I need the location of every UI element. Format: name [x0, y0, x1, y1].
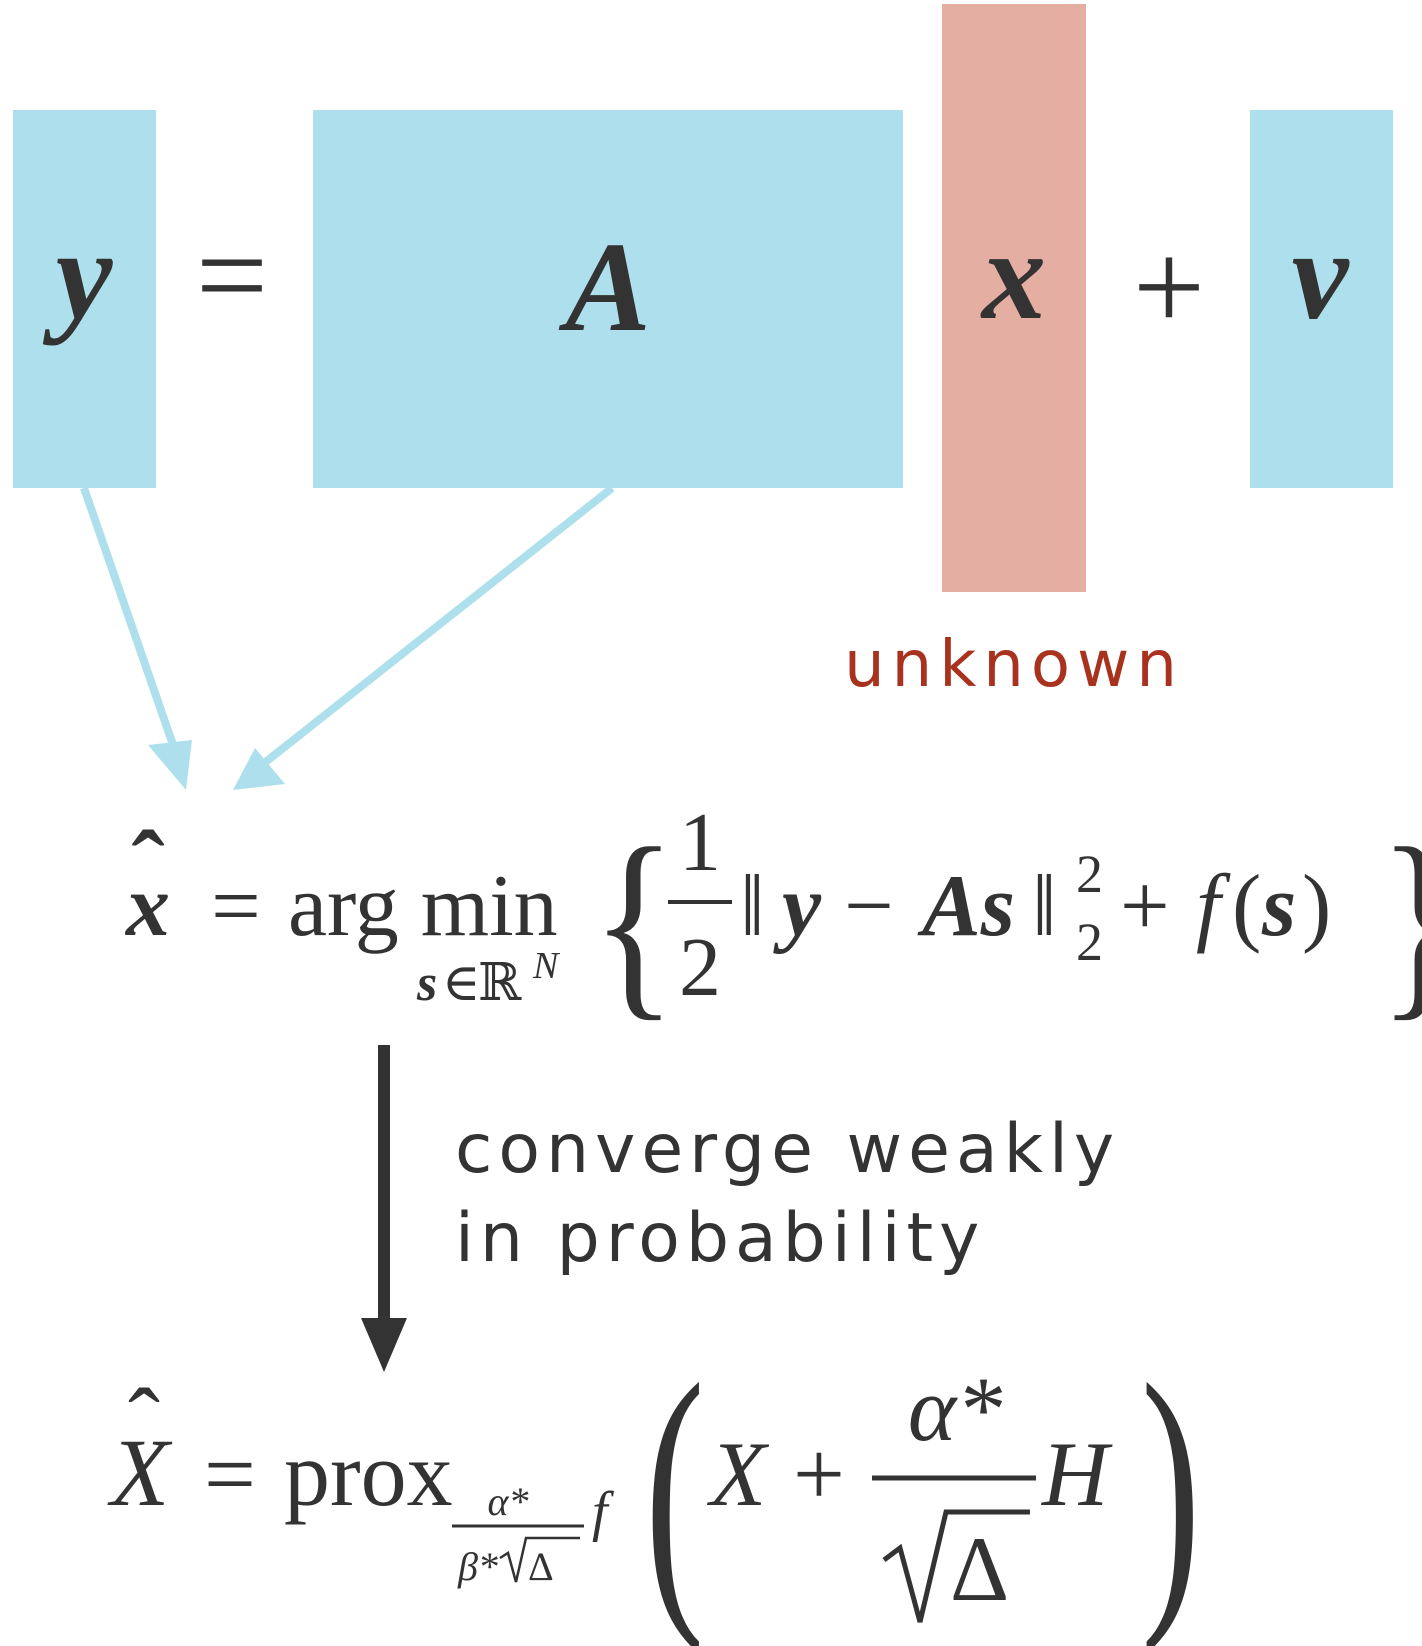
estimator-equals: = — [211, 858, 261, 955]
convergence-arrowhead — [361, 1318, 407, 1372]
limit-frac-delta: Δ — [950, 1518, 1009, 1620]
unknown-label: unknown — [844, 628, 1184, 702]
arrowhead-y — [148, 740, 192, 790]
frac-den: 2 — [679, 921, 721, 1014]
limit-Xhat: X — [107, 1419, 173, 1526]
limit-X: X — [706, 1423, 770, 1525]
convergence-label-line2: in probability — [455, 1199, 985, 1278]
A-block — [313, 110, 903, 488]
arrowhead-A — [233, 748, 285, 790]
limit-equation: ˆ X = prox α* β* Δ f ( X + α* Δ H ) — [107, 1323, 1201, 1646]
prox-f: f — [592, 1481, 615, 1543]
prox-sub-num: α* — [488, 1479, 529, 1524]
norm-y: y — [773, 858, 822, 955]
x-symbol: x — [980, 204, 1046, 346]
y-block — [13, 110, 156, 488]
f-arg-s: s — [1261, 858, 1296, 955]
norm-sup: 2 — [1076, 844, 1103, 904]
subscript-N: N — [532, 945, 561, 987]
prox-sub-sqrt — [499, 1536, 580, 1583]
big-paren-open: ( — [645, 1323, 705, 1646]
x-block — [942, 4, 1086, 592]
brace-open: { — [591, 806, 677, 1039]
v-symbol: v — [1292, 204, 1350, 346]
big-paren-close: ) — [1141, 1323, 1201, 1646]
subscript-R: ℝ — [478, 955, 522, 1012]
prox-sub-delta: Δ — [528, 1544, 554, 1589]
subscript-s: s — [416, 955, 437, 1012]
subscript-in: ∈ — [442, 955, 481, 1012]
plus-f: + — [1120, 858, 1170, 955]
limit-H: H — [1041, 1423, 1113, 1525]
limit-Xhat-hat: ˆ — [128, 1369, 160, 1476]
convergence-label-line1: converge weakly — [455, 1110, 1120, 1189]
norm-open: ‖ — [740, 858, 765, 955]
paren-open: ( — [1232, 858, 1261, 955]
argmin-subscript: s ∈ ℝ N — [416, 945, 561, 1012]
limit-frac-num: α* — [908, 1358, 1002, 1460]
estimator-xhat-hat: ˆ — [131, 811, 164, 922]
A-symbol: A — [558, 216, 650, 358]
equals-sign: = — [196, 204, 268, 346]
limit-equals: = — [204, 1423, 256, 1525]
limit-prox: prox — [284, 1423, 453, 1525]
norm-minus: − — [844, 858, 894, 955]
arrow-y-to-estimator — [80, 486, 185, 773]
estimator-xhat: x — [124, 858, 170, 955]
paren-close: ) — [1302, 858, 1331, 955]
norm-sub: 2 — [1076, 912, 1103, 972]
norm-close: ‖ — [1032, 858, 1057, 955]
frac-num: 1 — [679, 796, 721, 889]
f-symbol: f — [1196, 858, 1231, 955]
estimator-argmin: arg min — [288, 858, 558, 955]
limit-plus: + — [793, 1423, 845, 1525]
v-block — [1250, 110, 1393, 488]
prox-sub-beta: β* — [457, 1544, 498, 1589]
estimator-equation: ˆ x = arg min s ∈ ℝ N { 1 2 ‖ y − As ‖ 2… — [124, 796, 1422, 1038]
brace-close: } — [1378, 806, 1422, 1039]
arrow-A-to-estimator — [255, 484, 615, 772]
plus-sign: + — [1133, 216, 1205, 358]
limit-sqrt — [882, 1509, 1030, 1623]
norm-As: As — [917, 858, 1015, 955]
